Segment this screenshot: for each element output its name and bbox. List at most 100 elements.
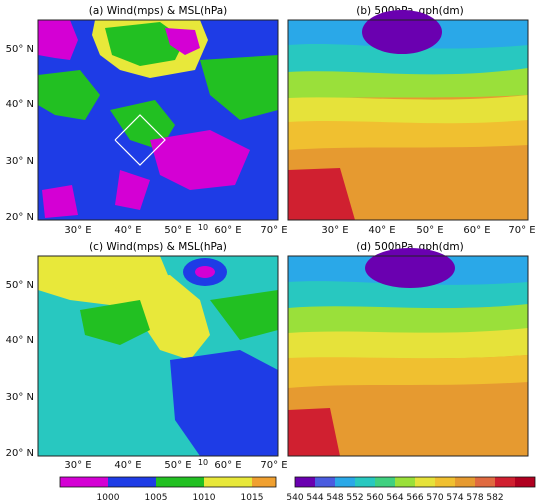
gph-band-4 bbox=[288, 95, 528, 126]
panel-a-yticks: 50° N 40° N 30° N 20° N bbox=[6, 44, 34, 223]
panel-b-border bbox=[287, 19, 529, 221]
colorbar-gph-label: 548 bbox=[326, 493, 343, 503]
colorbar-msl-swatch-2 bbox=[156, 477, 204, 487]
colorbar-gph-label: 582 bbox=[486, 493, 503, 503]
ytick: 40° N bbox=[6, 99, 34, 110]
colorbar-msl-label: 1010 bbox=[193, 493, 216, 503]
msl-low-west bbox=[38, 20, 78, 60]
ytick: 30° N bbox=[6, 156, 34, 167]
xtick: 30° E bbox=[64, 225, 91, 236]
xtick: 30° E bbox=[321, 225, 348, 236]
gph-band-5 bbox=[288, 120, 528, 150]
msl-low-core bbox=[195, 266, 215, 278]
colorbar-gph-label: 552 bbox=[346, 493, 363, 503]
panel-a-xticks: 30° E 40° E 50° E 60° E 70° E 10 bbox=[64, 223, 287, 236]
xtick: 30° E bbox=[64, 460, 91, 471]
colorbar-gph-swatch bbox=[355, 477, 375, 487]
box-outline bbox=[114, 114, 166, 166]
colorbar-msl: 1000 1005 1010 1015 bbox=[59, 476, 277, 503]
gph-band-3 bbox=[288, 68, 528, 100]
gph-band-3 bbox=[288, 304, 528, 335]
msl-low-south bbox=[115, 170, 150, 210]
xtick: 70° E bbox=[508, 225, 535, 236]
panel-a: (a) Wind(mps) & MSL(hPa) 50° N 40° N 30°… bbox=[6, 5, 288, 236]
msl-blue-east bbox=[170, 350, 278, 456]
xtick: 60° E bbox=[214, 225, 241, 236]
xtick: 40° E bbox=[114, 460, 141, 471]
msl-green-east bbox=[200, 55, 278, 120]
colorbar-gph-label: 540 bbox=[286, 493, 303, 503]
xtick: 50° E bbox=[164, 460, 191, 471]
msl-green-east bbox=[210, 290, 278, 340]
colorbar-gph-border bbox=[294, 476, 536, 488]
colorbar-gph-label: 560 bbox=[366, 493, 383, 503]
msl-low-east bbox=[150, 130, 250, 190]
gph-low-center bbox=[362, 10, 442, 54]
colorbar-gph-swatch bbox=[435, 477, 455, 487]
colorbar-gph-swatch bbox=[295, 477, 315, 487]
panel-b-xticks: 30° E 40° E 50° E 60° E 70° E bbox=[321, 225, 535, 236]
panel-d-border bbox=[287, 255, 529, 457]
colorbar-msl-label: 1000 bbox=[97, 493, 120, 503]
xtick: 40° E bbox=[114, 225, 141, 236]
ytick: 50° N bbox=[6, 280, 34, 291]
gph-high-southwest bbox=[288, 168, 355, 220]
colorbar-gph-swatch bbox=[495, 477, 515, 487]
panel-d-title: (d) 500hPa_gph(dm) bbox=[356, 241, 464, 253]
vector-reference-label: 10 bbox=[198, 223, 208, 232]
panel-d: (d) 500hPa_gph(dm) bbox=[287, 241, 529, 457]
panel-a-border bbox=[37, 19, 279, 221]
ytick: 20° N bbox=[6, 212, 34, 223]
colorbar-gph-swatch bbox=[315, 477, 335, 487]
colorbar-msl-swatch-1 bbox=[108, 477, 156, 487]
msl-low-north bbox=[165, 28, 200, 55]
colorbar-gph-swatch bbox=[395, 477, 415, 487]
msl-green-center bbox=[80, 300, 150, 345]
xtick: 50° E bbox=[416, 225, 443, 236]
xtick: 60° E bbox=[214, 460, 241, 471]
colorbar-gph-swatch bbox=[375, 477, 395, 487]
vector-reference-label: 10 bbox=[198, 458, 208, 467]
colorbar-gph: 540 544 548 552 560 564 566 570 574 578 … bbox=[286, 476, 536, 503]
panel-b: (b) 500hPa_gph(dm) 30° E 40° E 50° E 60°… bbox=[287, 5, 536, 236]
colorbar-msl-label: 1005 bbox=[145, 493, 168, 503]
colorbar-gph-label: 544 bbox=[306, 493, 323, 503]
xtick: 70° E bbox=[260, 225, 287, 236]
colorbar-gph-label: 578 bbox=[466, 493, 483, 503]
xtick: 50° E bbox=[164, 225, 191, 236]
gph-high-southwest bbox=[288, 408, 340, 456]
panel-c-title: (c) Wind(mps) & MSL(hPa) bbox=[89, 241, 227, 253]
colorbar-gph-swatch bbox=[415, 477, 435, 487]
xtick: 40° E bbox=[368, 225, 395, 236]
colorbar-gph-label: 570 bbox=[426, 493, 443, 503]
msl-green-west bbox=[38, 70, 100, 120]
colorbar-gph-swatch bbox=[515, 477, 535, 487]
colorbar-gph-swatch bbox=[475, 477, 495, 487]
colorbar-msl-swatch-4 bbox=[252, 477, 276, 487]
gph-band-4 bbox=[288, 328, 528, 360]
xtick: 60° E bbox=[463, 225, 490, 236]
gph-band-2 bbox=[288, 43, 528, 75]
panel-c-border bbox=[37, 255, 279, 457]
gph-low-center bbox=[365, 248, 455, 288]
colorbar-gph-label: 566 bbox=[406, 493, 423, 503]
colorbar-gph-swatch bbox=[455, 477, 475, 487]
colorbar-gph-swatch bbox=[335, 477, 355, 487]
panel-c: (c) Wind(mps) & MSL(hPa) 50° N 40° N 30°… bbox=[6, 241, 288, 471]
colorbar-msl-label: 1015 bbox=[241, 493, 264, 503]
colorbar-msl-swatch-0 bbox=[60, 477, 108, 487]
colorbar-msl-swatch-3 bbox=[204, 477, 252, 487]
colorbar-gph-label: 574 bbox=[446, 493, 463, 503]
ytick: 40° N bbox=[6, 335, 34, 346]
panel-c-xticks: 30° E 40° E 50° E 60° E 70° E 10 bbox=[64, 458, 287, 471]
ytick: 20° N bbox=[6, 448, 34, 459]
panel-c-yticks: 50° N 40° N 30° N 20° N bbox=[6, 280, 34, 459]
colorbar-gph-label: 564 bbox=[386, 493, 403, 503]
msl-high-center bbox=[110, 275, 210, 360]
ytick: 30° N bbox=[6, 392, 34, 403]
xtick: 70° E bbox=[260, 460, 287, 471]
colorbar-msl-border bbox=[59, 476, 277, 488]
panel-a-title: (a) Wind(mps) & MSL(hPa) bbox=[89, 5, 228, 17]
msl-green-center bbox=[110, 100, 175, 150]
msl-low-southwest bbox=[42, 185, 78, 218]
